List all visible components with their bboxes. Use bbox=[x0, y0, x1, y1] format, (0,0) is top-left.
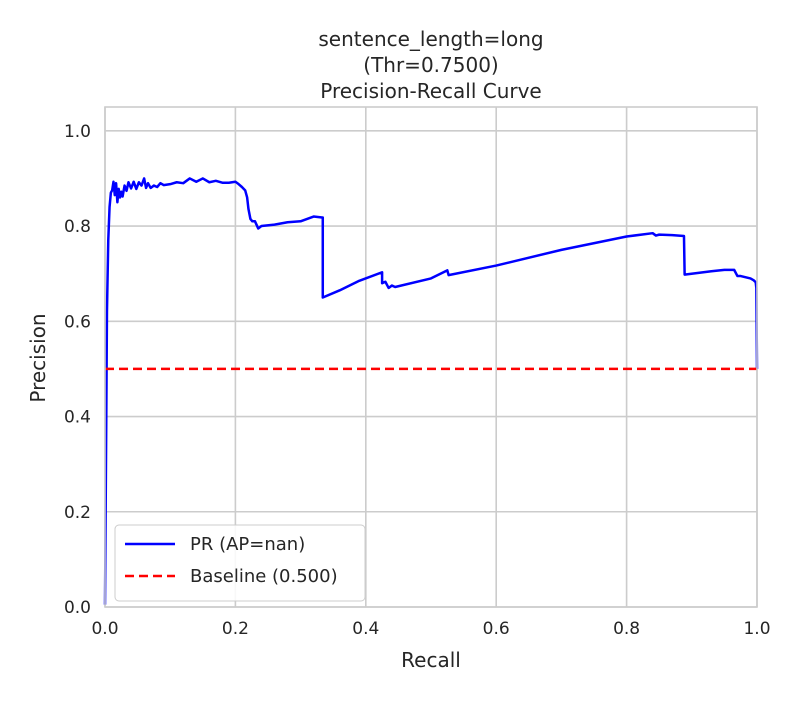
x-tick-label: 0.8 bbox=[613, 619, 640, 639]
y-tick-label: 0.2 bbox=[64, 503, 91, 523]
y-tick-label: 0.6 bbox=[64, 312, 91, 332]
title-line-3: Precision-Recall Curve bbox=[320, 79, 541, 103]
y-axis-label: Precision bbox=[26, 313, 50, 402]
y-tick-label: 0.0 bbox=[64, 598, 91, 618]
y-tick-label: 0.4 bbox=[64, 408, 91, 428]
y-tick-label: 1.0 bbox=[64, 122, 91, 142]
legend-box bbox=[114, 524, 366, 602]
x-axis-label: Recall bbox=[401, 648, 461, 672]
y-axis-ticks: 0.0 0.2 0.4 0.6 0.8 1.0 bbox=[64, 122, 91, 618]
plot-frame bbox=[104, 106, 758, 608]
x-tick-label: 0.6 bbox=[483, 619, 510, 639]
title-line-1: sentence_length=long bbox=[318, 27, 543, 51]
x-tick-label: 1.0 bbox=[743, 619, 770, 639]
x-tick-label: 0.4 bbox=[352, 619, 379, 639]
y-tick-label: 0.8 bbox=[64, 217, 91, 237]
chart-title: sentence_length=long (Thr=0.7500) Precis… bbox=[318, 27, 543, 103]
x-tick-label: 0.0 bbox=[91, 619, 118, 639]
title-line-2: (Thr=0.7500) bbox=[363, 53, 498, 77]
x-tick-label: 0.2 bbox=[222, 619, 249, 639]
pr-curve-line bbox=[103, 177, 759, 605]
x-axis-ticks: 0.0 0.2 0.4 0.6 0.8 1.0 bbox=[91, 619, 770, 639]
legend: PR (AP=nan) Baseline (0.500) bbox=[114, 524, 366, 602]
legend-label-baseline: Baseline (0.500) bbox=[190, 566, 338, 587]
series-layer bbox=[103, 177, 759, 605]
legend-label-pr: PR (AP=nan) bbox=[190, 534, 305, 555]
